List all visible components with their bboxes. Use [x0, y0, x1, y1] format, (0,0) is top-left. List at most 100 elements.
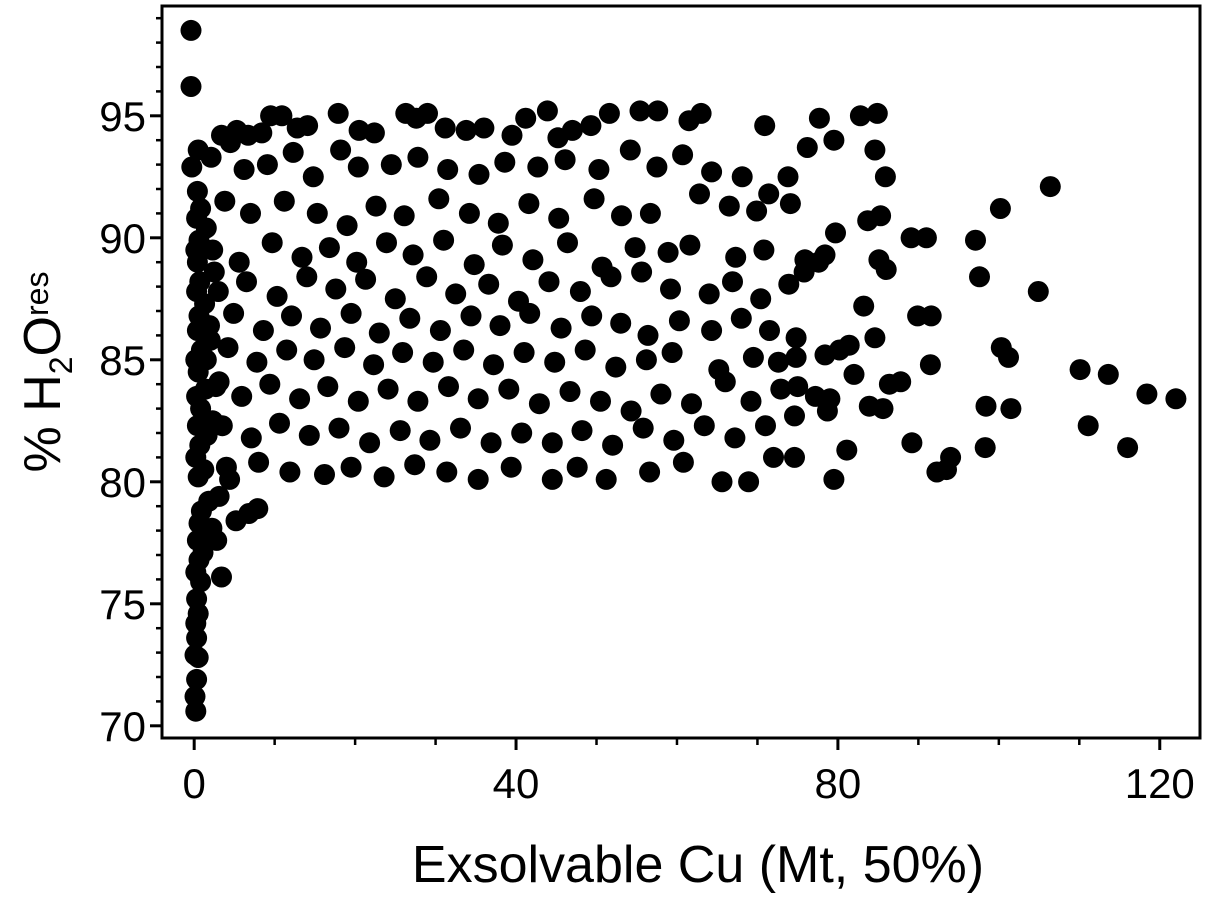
- scatter-point: [236, 271, 257, 293]
- scatter-point: [574, 339, 596, 361]
- scatter-point: [206, 529, 228, 551]
- scatter-point: [438, 376, 459, 398]
- scatter-point: [758, 183, 780, 205]
- scatter-point: [620, 400, 642, 422]
- scatter-point: [920, 305, 942, 327]
- y-axis-title-middle: O: [14, 316, 72, 356]
- scatter-point: [632, 417, 654, 439]
- y-tick-label: 80: [99, 459, 146, 506]
- scatter-point: [915, 227, 937, 249]
- scatter-point: [334, 337, 356, 359]
- scatter-point: [180, 76, 202, 97]
- scatter-point: [600, 266, 622, 288]
- scatter-point: [436, 461, 458, 483]
- scatter-point: [661, 342, 683, 363]
- scatter-point: [637, 324, 659, 346]
- scatter-point: [187, 647, 209, 668]
- scatter-point: [777, 166, 799, 188]
- scatter-point: [515, 107, 537, 129]
- scatter-point: [392, 342, 414, 363]
- scatter-point: [872, 398, 894, 420]
- scatter-point: [808, 251, 830, 273]
- x-axis-title: Exsolvable Cu (Mt, 50%): [412, 836, 984, 894]
- scatter-point: [975, 395, 997, 417]
- scatter-point: [325, 278, 347, 300]
- scatter-point: [318, 237, 340, 259]
- scatter-point: [428, 188, 450, 210]
- scatter-point: [1077, 415, 1099, 437]
- scatter-point: [373, 466, 395, 488]
- scatter-point: [346, 251, 368, 273]
- scatter-point: [501, 124, 523, 146]
- scatter-point: [215, 456, 237, 478]
- scatter-point: [631, 261, 653, 283]
- scatter-point: [724, 427, 746, 449]
- scatter-point: [588, 159, 610, 180]
- scatter-point: [784, 446, 805, 468]
- scatter-point: [513, 342, 535, 363]
- scatter-point: [240, 427, 262, 449]
- scatter-point: [784, 405, 805, 427]
- scatter-point: [1069, 359, 1091, 381]
- scatter-point: [787, 376, 809, 398]
- scatter-point: [289, 388, 311, 410]
- scatter-point: [583, 188, 605, 210]
- scatter-point: [433, 229, 455, 251]
- y-tick-label: 95: [99, 93, 146, 140]
- scatter-point: [458, 202, 480, 224]
- scatter-point: [363, 122, 385, 144]
- scatter-point: [445, 283, 467, 305]
- scatter-point: [746, 200, 768, 222]
- scatter-point: [646, 156, 668, 178]
- scatter-point: [251, 122, 273, 144]
- scatter-point: [901, 432, 923, 454]
- scatter-point: [302, 166, 324, 188]
- scatter-point: [866, 102, 888, 124]
- plot-frame: [160, 4, 1202, 740]
- scatter-point: [660, 278, 681, 300]
- scatter-point: [689, 183, 710, 205]
- scatter-point: [598, 102, 620, 124]
- y-axis-title-subscript-1: 2: [43, 356, 79, 374]
- scatter-point: [483, 354, 504, 376]
- scatter-point: [1000, 398, 1022, 420]
- scatter-point: [404, 454, 426, 476]
- scatter-point: [214, 190, 236, 212]
- scatter-point: [211, 566, 232, 588]
- scatter-point: [767, 351, 789, 373]
- scatter-point: [701, 161, 723, 183]
- scatter-point: [347, 390, 369, 412]
- scatter-point: [419, 429, 441, 451]
- scatter-point: [738, 471, 760, 493]
- scatter-point: [306, 202, 328, 224]
- scatter-point: [181, 156, 203, 178]
- scatter-point: [759, 320, 780, 341]
- scatter-point: [207, 281, 229, 302]
- scatter-point: [843, 363, 865, 385]
- scatter-point: [478, 273, 500, 295]
- scatter-point: [698, 283, 720, 305]
- scatter-point: [248, 451, 270, 473]
- scatter-point: [919, 354, 941, 376]
- scatter-point: [554, 149, 576, 171]
- scatter-point: [279, 461, 301, 483]
- scatter-point: [347, 156, 369, 178]
- scatter-point: [498, 378, 520, 400]
- scatter-point: [291, 246, 313, 268]
- scatter-point: [1039, 176, 1061, 198]
- scatter-point: [455, 119, 477, 141]
- scatter-point: [429, 320, 451, 341]
- scatter-point: [355, 268, 377, 290]
- scatter-point: [246, 351, 268, 373]
- scatter-point: [202, 239, 224, 261]
- scatter-point: [199, 315, 220, 337]
- scatter-point: [580, 115, 602, 137]
- scatter-point: [561, 119, 583, 141]
- scatter-point: [836, 439, 858, 461]
- scatter-point: [407, 390, 429, 412]
- scatter-point: [340, 456, 362, 478]
- scatter-point: [303, 349, 325, 371]
- scatter-point: [722, 271, 743, 293]
- scatter-point: [1097, 363, 1119, 385]
- scatter-point: [635, 349, 657, 371]
